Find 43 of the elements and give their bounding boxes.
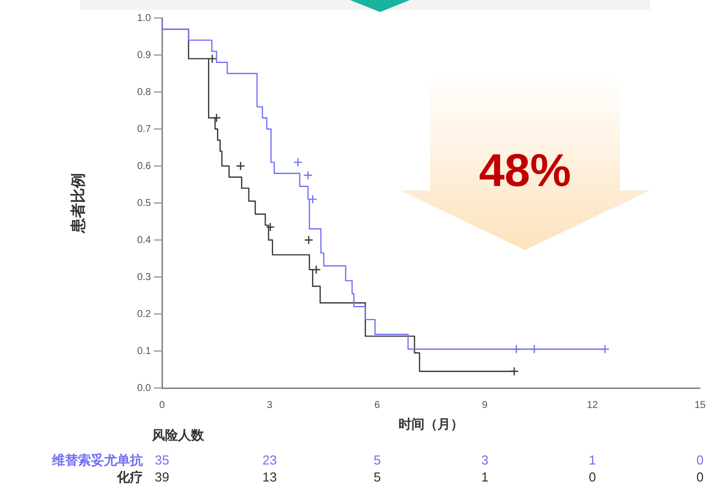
point [236, 161, 246, 171]
text: 5 [374, 470, 381, 485]
y-tick-label: 0.9 [137, 50, 152, 61]
x-tick-label: 12 [586, 400, 598, 411]
y-tick-label: 0.7 [137, 124, 152, 135]
text: 23 [262, 452, 277, 468]
text: 1 [588, 452, 596, 468]
y-tick-label: 0.8 [137, 86, 152, 98]
y-tick-label: 0.4 [137, 234, 152, 246]
y-tick-label: 0.0 [137, 382, 152, 394]
text: 0 [696, 470, 704, 485]
x-tick-label: 15 [694, 400, 706, 411]
text: 13 [262, 470, 277, 485]
text: 风险人数 [151, 428, 205, 444]
y-tick-label: 0.1 [137, 346, 152, 357]
text: 5 [374, 452, 381, 468]
x-axis-title: 时间（月） [398, 417, 464, 432]
text: 39 [154, 470, 170, 485]
annotation: 48% [478, 143, 572, 198]
point [304, 235, 314, 245]
text: 0 [588, 470, 596, 485]
point [303, 170, 313, 180]
text: 1 [481, 470, 488, 485]
text: 0 [696, 452, 704, 468]
point [312, 265, 321, 274]
y-tick-label: 0.3 [137, 272, 152, 283]
x-tick-label: 0 [159, 400, 166, 411]
x-tick-label: 3 [266, 400, 273, 411]
text: 35 [154, 452, 170, 468]
y-axis-title: 患者比例 [70, 173, 88, 234]
x-tick-label: 6 [374, 400, 380, 411]
y-tick-label: 0.2 [137, 308, 152, 320]
y-tick-label: 1.0 [137, 12, 152, 24]
text: 化疗 [116, 469, 143, 486]
x-tick-label: 9 [482, 400, 488, 411]
text: 3 [481, 452, 488, 468]
y-tick-label: 0.6 [137, 160, 152, 172]
text: 维替索妥尤单抗 [51, 452, 143, 468]
point [293, 158, 303, 167]
y-tick-label: 0.5 [137, 198, 152, 209]
point [308, 194, 318, 204]
point [266, 222, 275, 232]
point [208, 54, 217, 64]
